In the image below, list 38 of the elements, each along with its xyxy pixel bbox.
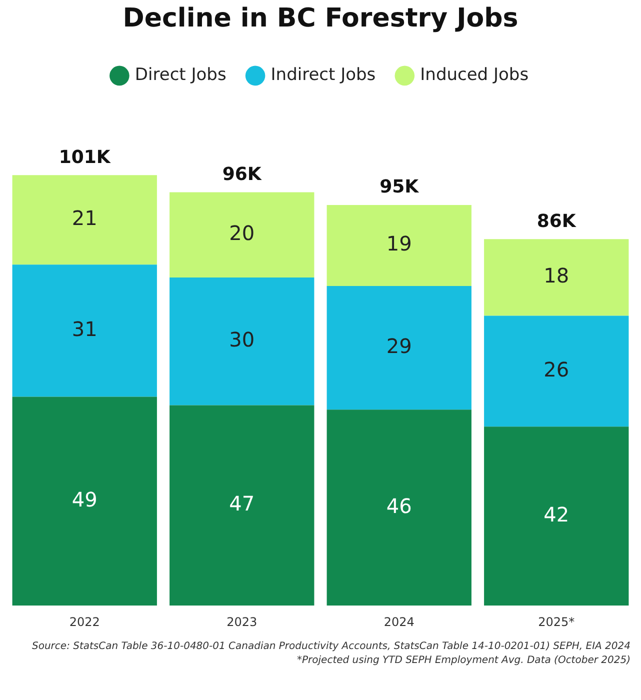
bar bbox=[484, 316, 629, 427]
bar bbox=[12, 396, 157, 606]
x-tick-label: 2025* bbox=[538, 614, 575, 629]
bar bbox=[170, 277, 314, 406]
bar bbox=[12, 175, 157, 265]
x-tick-label: 2024 bbox=[384, 614, 414, 629]
bar bbox=[170, 405, 314, 606]
bar bbox=[484, 426, 629, 606]
data-label: 30 bbox=[229, 328, 255, 352]
text: *Projected using YTD SEPH Employment Avg. Data (October 2025) bbox=[296, 654, 630, 668]
data-label: 47 bbox=[229, 492, 255, 516]
legend-label: Direct Jobs bbox=[134, 65, 226, 86]
total-label: 86K bbox=[536, 210, 577, 232]
bar bbox=[326, 286, 472, 410]
bar bbox=[484, 239, 629, 316]
x-tick-label: 2023 bbox=[226, 614, 258, 629]
data-label: 46 bbox=[386, 494, 412, 518]
data-label: 29 bbox=[386, 334, 412, 358]
data-label: 42 bbox=[544, 502, 570, 526]
x-tick-label: 2022 bbox=[69, 614, 100, 629]
bar bbox=[326, 205, 472, 286]
data-label: 19 bbox=[386, 232, 412, 256]
total-label: 101K bbox=[58, 146, 112, 168]
data-label: 31 bbox=[72, 316, 98, 341]
data-label: 26 bbox=[544, 357, 570, 382]
bar bbox=[12, 264, 157, 397]
total-label: 96K bbox=[222, 164, 262, 185]
data-label: 49 bbox=[72, 487, 98, 512]
total-label: 95K bbox=[380, 176, 420, 198]
data-label: 21 bbox=[72, 206, 98, 230]
bar bbox=[170, 192, 314, 278]
legend-label: Indirect Jobs bbox=[270, 65, 376, 86]
legend-label: Induced Jobs bbox=[420, 65, 529, 86]
bar bbox=[326, 410, 472, 606]
data-label: 18 bbox=[544, 264, 570, 288]
source-note: Source: StatsCan Table 36-10-0480-01 Canadian Productivity Accounts, StatsCan Table 14-10-0201-01) SEPH, EIA 2024 bbox=[31, 640, 630, 654]
chart-title: Decline in BC Forestry Jobs bbox=[122, 3, 518, 34]
data-label: 20 bbox=[229, 221, 255, 246]
